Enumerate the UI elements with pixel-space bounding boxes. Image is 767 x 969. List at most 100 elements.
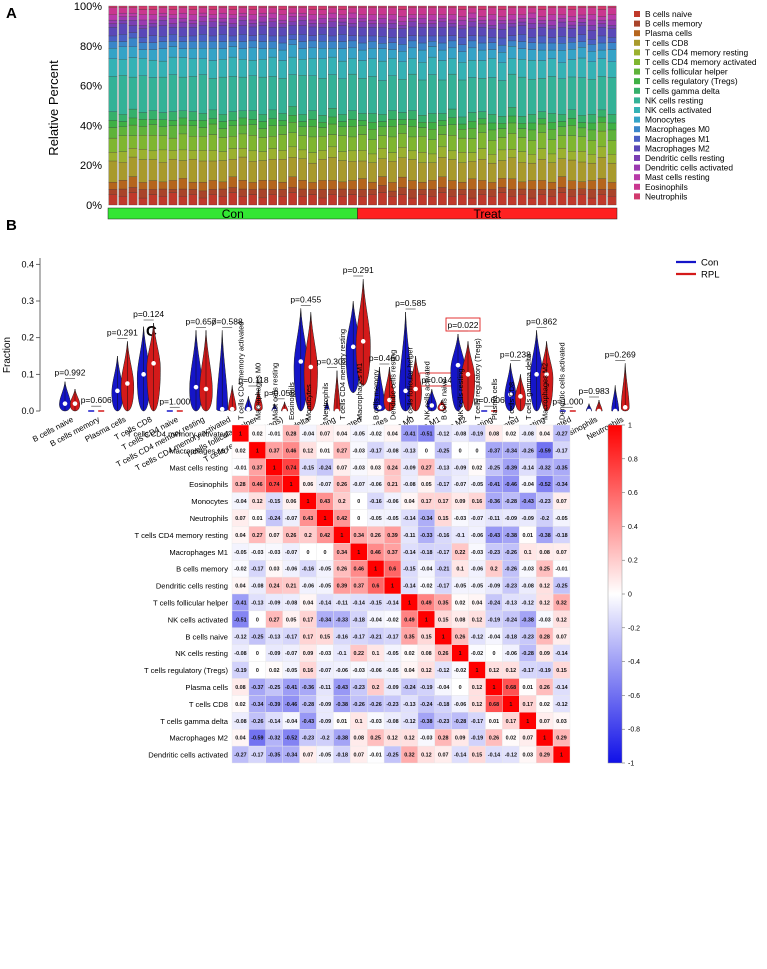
- heatmap-cell-value: 0.12: [303, 448, 314, 454]
- bar-segment: [188, 76, 198, 112]
- bar-segment: [158, 20, 168, 26]
- bar-segment: [567, 76, 577, 110]
- bar-segment: [487, 77, 497, 115]
- bar-segment: [428, 189, 437, 197]
- bar-segment: [378, 60, 387, 81]
- bar-segment: [278, 78, 287, 114]
- bar-segment: [567, 9, 577, 17]
- violin-median: [429, 403, 435, 408]
- bar-segment: [128, 76, 138, 110]
- heatmap-cell-value: 1: [408, 600, 411, 606]
- heatmap-cell-value: 1: [239, 431, 242, 437]
- p-value-label: p=0.606: [474, 395, 505, 405]
- heatmap-cell-value: -0.12: [437, 431, 449, 437]
- bar-segment: [208, 27, 218, 37]
- colorbar-tick-label: 1: [628, 423, 632, 430]
- bar-segment: [138, 37, 148, 43]
- bar-segment: [537, 49, 547, 61]
- heatmap-cell-value: 0: [256, 668, 259, 674]
- bar-segment: [388, 152, 397, 162]
- bar-segment: [587, 114, 597, 124]
- heatmap-cell-value: 0.15: [472, 753, 483, 759]
- bar-segment: [148, 119, 158, 125]
- bar-segment: [477, 78, 487, 112]
- bar-segment: [268, 159, 277, 181]
- bar-segment: [138, 14, 148, 21]
- heatmap-cell-value: -0.1: [337, 651, 346, 657]
- bar-segment: [497, 5, 507, 10]
- bar-segment: [607, 19, 617, 26]
- bar-segment: [248, 194, 258, 206]
- bar-segment: [557, 176, 567, 188]
- y-tick-label: 0%: [86, 200, 102, 212]
- bar-segment: [218, 59, 228, 78]
- heatmap-cell-value: -0.04: [285, 719, 297, 725]
- heatmap-cell-value: -0.16: [370, 499, 382, 505]
- heatmap-cell-value: -0.02: [234, 567, 246, 573]
- bar-segment: [318, 27, 327, 35]
- heatmap-cell-value: -0.05: [471, 482, 483, 488]
- violin-median: [596, 408, 602, 414]
- bar-segment: [388, 28, 397, 38]
- bar-segment: [477, 49, 487, 61]
- heatmap-cell-value: 0.12: [539, 600, 550, 606]
- bar-segment: [208, 41, 218, 49]
- bar-segment: [318, 180, 327, 190]
- y-tick-label: 0.3: [21, 296, 34, 306]
- bar-segment: [198, 48, 208, 59]
- bar-segment: [198, 127, 208, 137]
- bar-segment: [108, 27, 118, 37]
- bar-segment: [318, 41, 327, 49]
- bar-segment: [298, 195, 307, 206]
- bar-segment: [448, 23, 457, 28]
- bar-segment: [108, 194, 118, 206]
- bar-segment: [507, 7, 517, 15]
- bar-segment: [497, 20, 507, 24]
- violin-median: [612, 408, 618, 414]
- bar-segment: [168, 120, 178, 126]
- heatmap-row-label: Plasma cells: [185, 683, 228, 692]
- bar-segment: [438, 125, 447, 135]
- heatmap-cell-value: -0.17: [437, 550, 449, 556]
- heatmap-cell-value: 0: [476, 448, 479, 454]
- bar-segment: [318, 78, 327, 116]
- bar-segment: [188, 159, 198, 183]
- heatmap-cell-value: -0.03: [370, 719, 382, 725]
- bar-segment: [268, 56, 277, 77]
- bar-segment: [378, 43, 387, 49]
- y-tick-label: 40%: [80, 120, 102, 132]
- bar-segment: [547, 49, 557, 59]
- heatmap-cell-value: -0.08: [251, 584, 263, 590]
- heatmap-cell-value: -0.07: [454, 482, 466, 488]
- heatmap-cell-value: 0.42: [337, 516, 348, 522]
- heatmap-cell-value: -0.14: [319, 600, 331, 606]
- heatmap-cell-value: -0.05: [319, 753, 331, 759]
- bar-segment: [198, 197, 208, 206]
- bar-segment: [148, 35, 158, 43]
- heatmap-cell-value: 0.08: [354, 736, 365, 742]
- bar-segment: [238, 34, 248, 42]
- bar-segment: [497, 160, 507, 179]
- bar-segment: [527, 7, 537, 14]
- heatmap-cell-value: 0.04: [337, 431, 348, 437]
- bar-segment: [218, 137, 228, 152]
- heatmap-cell-value: -0.05: [285, 668, 297, 674]
- bar-segment: [178, 117, 188, 126]
- bar-segment: [597, 122, 607, 132]
- bar-segment: [258, 76, 268, 115]
- heatmap-cell-value: -0.25: [268, 685, 280, 691]
- heatmap-cell-value: 0: [256, 617, 259, 623]
- heatmap-cell-value: 0.05: [286, 617, 297, 623]
- bar-segment: [467, 7, 477, 14]
- bar-segment: [388, 58, 397, 76]
- bar-segment: [118, 121, 128, 127]
- bar-segment: [527, 28, 537, 38]
- bar-segment: [597, 9, 607, 17]
- bar-segment: [547, 14, 557, 21]
- bar-segment: [537, 35, 547, 44]
- heatmap-cell-value: 1: [425, 617, 428, 623]
- heatmap-cell-value: -0.32: [268, 736, 280, 742]
- heatmap-cell-value: -0.07: [285, 516, 297, 522]
- bar-segment: [188, 14, 198, 21]
- bar-segment: [238, 7, 248, 14]
